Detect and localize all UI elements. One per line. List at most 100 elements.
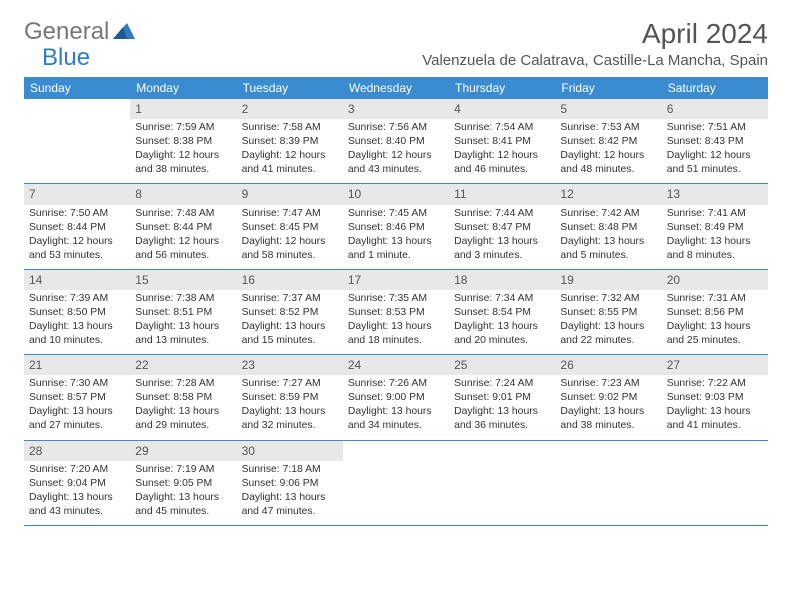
day-number: 24 bbox=[343, 355, 449, 375]
daylight-text: Daylight: 13 hours and 45 minutes. bbox=[135, 491, 231, 519]
day-number bbox=[555, 441, 661, 461]
day-cell: 18Sunrise: 7:34 AMSunset: 8:54 PMDayligh… bbox=[449, 270, 555, 354]
sunset-text: Sunset: 8:44 PM bbox=[135, 221, 231, 235]
sunset-text: Sunset: 8:54 PM bbox=[454, 306, 550, 320]
weekday-header-row: Sunday Monday Tuesday Wednesday Thursday… bbox=[24, 77, 768, 99]
daylight-text: Daylight: 12 hours and 56 minutes. bbox=[135, 235, 231, 263]
logo-triangle-icon bbox=[113, 23, 135, 44]
day-number: 3 bbox=[343, 99, 449, 119]
week-row: 14Sunrise: 7:39 AMSunset: 8:50 PMDayligh… bbox=[24, 270, 768, 355]
day-cell: 23 Sunrise: 7:27 AMSunset: 8:59 PMDayligh… bbox=[237, 355, 343, 439]
daylight-text: Daylight: 12 hours and 38 minutes. bbox=[135, 149, 231, 177]
weekday-header: Saturday bbox=[662, 77, 768, 99]
daylight-text: Daylight: 13 hours and 3 minutes. bbox=[454, 235, 550, 263]
sunrise-text: Sunrise: 7:54 AM bbox=[454, 121, 550, 135]
day-number: 12 bbox=[555, 184, 661, 204]
daylight-text: Daylight: 13 hours and 15 minutes. bbox=[242, 320, 338, 348]
day-cell bbox=[555, 441, 661, 525]
daylight-text: Daylight: 13 hours and 1 minute. bbox=[348, 235, 444, 263]
day-cell: 4Sunrise: 7:54 AMSunset: 8:41 PMDaylight… bbox=[449, 99, 555, 183]
sunrise-text: Sunrise: 7:20 AM bbox=[29, 463, 125, 477]
day-number: 11 bbox=[449, 184, 555, 204]
day-cell: 9 Sunrise: 7:47 AMSunset: 8:45 PMDaylight… bbox=[237, 184, 343, 268]
day-cell: 29Sunrise: 7:19 AMSunset: 9:05 PMDayligh… bbox=[130, 441, 236, 525]
day-cell: 26Sunrise: 7:23 AMSunset: 9:02 PMDayligh… bbox=[555, 355, 661, 439]
sunrise-text: Sunrise: 7:37 AM bbox=[242, 292, 338, 306]
sunrise-text: Sunrise: 7:39 AM bbox=[29, 292, 125, 306]
sunrise-text: Sunrise: 7:26 AM bbox=[348, 377, 444, 391]
sunrise-text: Sunrise: 7:30 AM bbox=[29, 377, 125, 391]
sunset-text: Sunset: 8:58 PM bbox=[135, 391, 231, 405]
day-number: 9 bbox=[237, 184, 343, 204]
day-cell: 2Sunrise: 7:58 AMSunset: 8:39 PMDaylight… bbox=[237, 99, 343, 183]
sunset-text: Sunset: 8:42 PM bbox=[560, 135, 656, 149]
day-number: 1 bbox=[130, 99, 236, 119]
sunrise-text: Sunrise: 7:56 AM bbox=[348, 121, 444, 135]
sunrise-text: Sunrise: 7:50 AM bbox=[29, 207, 125, 221]
day-number: 2 bbox=[237, 99, 343, 119]
day-cell: 14Sunrise: 7:39 AMSunset: 8:50 PMDayligh… bbox=[24, 270, 130, 354]
day-cell: 17Sunrise: 7:35 AMSunset: 8:53 PMDayligh… bbox=[343, 270, 449, 354]
logo-blue-text: Blue bbox=[42, 44, 90, 72]
daylight-text: Daylight: 12 hours and 58 minutes. bbox=[242, 235, 338, 263]
week-row: 21Sunrise: 7:30 AMSunset: 8:57 PMDayligh… bbox=[24, 355, 768, 440]
sunrise-text: Sunrise: 7:41 AM bbox=[667, 207, 763, 221]
day-number: 25 bbox=[449, 355, 555, 375]
sunset-text: Sunset: 8:44 PM bbox=[29, 221, 125, 235]
day-number bbox=[343, 441, 449, 461]
daylight-text: Daylight: 13 hours and 32 minutes. bbox=[242, 405, 338, 433]
sunrise-text: Sunrise: 7:53 AM bbox=[560, 121, 656, 135]
day-number bbox=[662, 441, 768, 461]
day-cell: 8Sunrise: 7:48 AMSunset: 8:44 PMDaylight… bbox=[130, 184, 236, 268]
sunrise-text: Sunrise: 7:58 AM bbox=[242, 121, 338, 135]
header: General April 2024 Valenzuela de Calatra… bbox=[24, 18, 768, 69]
sunset-text: Sunset: 8:47 PM bbox=[454, 221, 550, 235]
sunset-text: Sunset: 8:49 PM bbox=[667, 221, 763, 235]
day-cell bbox=[24, 99, 130, 183]
sunset-text: Sunset: 9:02 PM bbox=[560, 391, 656, 405]
day-cell: 11Sunrise: 7:44 AMSunset: 8:47 PMDayligh… bbox=[449, 184, 555, 268]
day-number: 23 bbox=[237, 355, 343, 375]
day-cell: 3Sunrise: 7:56 AMSunset: 8:40 PMDaylight… bbox=[343, 99, 449, 183]
day-number: 4 bbox=[449, 99, 555, 119]
day-cell: 12Sunrise: 7:42 AMSunset: 8:48 PMDayligh… bbox=[555, 184, 661, 268]
sunrise-text: Sunrise: 7:23 AM bbox=[560, 377, 656, 391]
day-cell: 15Sunrise: 7:38 AMSunset: 8:51 PMDayligh… bbox=[130, 270, 236, 354]
sunset-text: Sunset: 8:59 PM bbox=[242, 391, 338, 405]
sunrise-text: Sunrise: 7:28 AM bbox=[135, 377, 231, 391]
day-cell bbox=[662, 441, 768, 525]
daylight-text: Daylight: 13 hours and 41 minutes. bbox=[667, 405, 763, 433]
sunset-text: Sunset: 8:53 PM bbox=[348, 306, 444, 320]
daylight-text: Daylight: 13 hours and 5 minutes. bbox=[560, 235, 656, 263]
day-number: 20 bbox=[662, 270, 768, 290]
sunrise-text: Sunrise: 7:31 AM bbox=[667, 292, 763, 306]
daylight-text: Daylight: 12 hours and 43 minutes. bbox=[348, 149, 444, 177]
logo: General bbox=[24, 18, 137, 46]
weeks-container: 1Sunrise: 7:59 AMSunset: 8:38 PMDaylight… bbox=[24, 99, 768, 526]
sunset-text: Sunset: 9:03 PM bbox=[667, 391, 763, 405]
sunset-text: Sunset: 8:39 PM bbox=[242, 135, 338, 149]
sunrise-text: Sunrise: 7:45 AM bbox=[348, 207, 444, 221]
day-cell bbox=[343, 441, 449, 525]
day-number: 29 bbox=[130, 441, 236, 461]
logo-blue-label: Blue bbox=[42, 44, 90, 71]
weekday-header: Wednesday bbox=[343, 77, 449, 99]
week-row: 1Sunrise: 7:59 AMSunset: 8:38 PMDaylight… bbox=[24, 99, 768, 184]
day-number: 19 bbox=[555, 270, 661, 290]
sunset-text: Sunset: 8:45 PM bbox=[242, 221, 338, 235]
daylight-text: Daylight: 13 hours and 18 minutes. bbox=[348, 320, 444, 348]
daylight-text: Daylight: 13 hours and 10 minutes. bbox=[29, 320, 125, 348]
day-number: 14 bbox=[24, 270, 130, 290]
sunset-text: Sunset: 8:55 PM bbox=[560, 306, 656, 320]
daylight-text: Daylight: 13 hours and 20 minutes. bbox=[454, 320, 550, 348]
day-cell: 27Sunrise: 7:22 AMSunset: 9:03 PMDayligh… bbox=[662, 355, 768, 439]
sunrise-text: Sunrise: 7:24 AM bbox=[454, 377, 550, 391]
sunrise-text: Sunrise: 7:47 AM bbox=[242, 207, 338, 221]
weekday-header: Thursday bbox=[449, 77, 555, 99]
day-number: 6 bbox=[662, 99, 768, 119]
day-cell: 28Sunrise: 7:20 AMSunset: 9:04 PMDayligh… bbox=[24, 441, 130, 525]
sunrise-text: Sunrise: 7:34 AM bbox=[454, 292, 550, 306]
sunset-text: Sunset: 8:52 PM bbox=[242, 306, 338, 320]
sunrise-text: Sunrise: 7:27 AM bbox=[242, 377, 338, 391]
daylight-text: Daylight: 13 hours and 36 minutes. bbox=[454, 405, 550, 433]
